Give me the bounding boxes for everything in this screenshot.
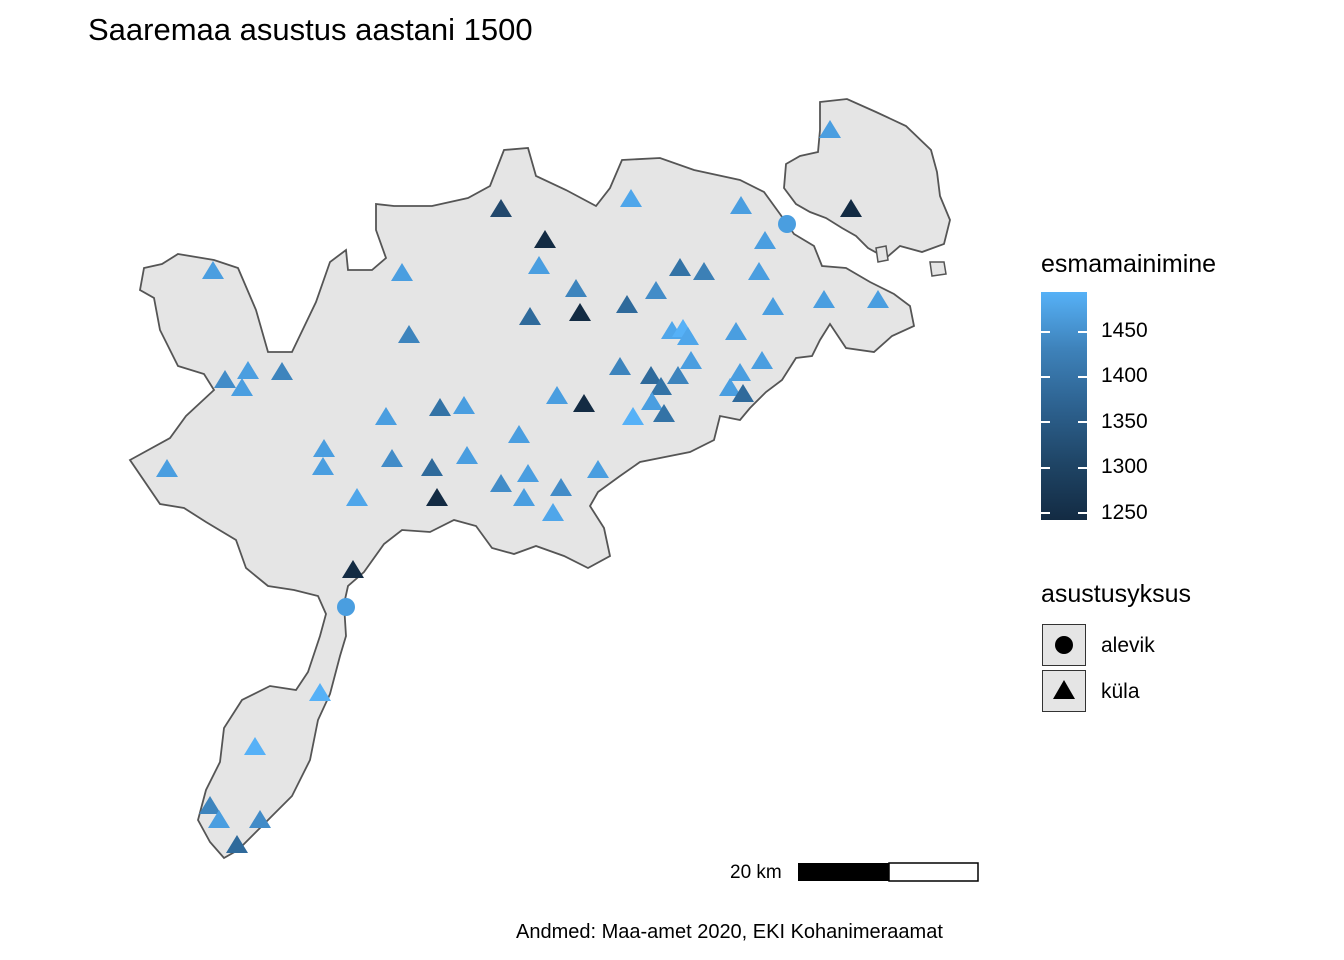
settlement-kula-marker [680, 351, 702, 369]
settlement-kula-marker [751, 351, 773, 369]
settlement-kula-marker [226, 835, 248, 853]
settlement-kula-marker [156, 459, 178, 477]
settlement-kula-marker [573, 394, 595, 412]
settlement-kula-marker [840, 199, 862, 217]
muhu-island [783, 98, 951, 260]
scale-bar-filled [798, 863, 889, 881]
settlement-kula-marker [214, 370, 236, 388]
settlement-kula-marker [719, 378, 741, 396]
settlement-kula-marker [565, 279, 587, 297]
settlement-kula-marker [429, 398, 451, 416]
legend-label-kula: küla [1101, 680, 1140, 703]
settlement-kula-marker [534, 230, 556, 248]
settlement-kula-marker [653, 404, 675, 422]
settlement-kula-marker [620, 189, 642, 207]
settlement-kula-marker [609, 357, 631, 375]
color-legend-title: esmamainimine [1041, 250, 1217, 278]
settlement-kula-marker [517, 464, 539, 482]
settlement-kula-marker [199, 796, 221, 814]
circle-icon [1055, 636, 1073, 654]
islet [929, 261, 947, 277]
settlement-kula-marker [249, 810, 271, 828]
colorbar-tick-label: 1300 [1101, 455, 1148, 478]
settlement-kula-marker [346, 488, 368, 506]
legend-key-alevik [1042, 624, 1086, 666]
settlement-kula-marker [244, 737, 266, 755]
settlement-kula-marker [819, 120, 841, 138]
settlement-kula-marker [587, 460, 609, 478]
settlement-kula-marker [508, 425, 530, 443]
settlement-kula-marker [271, 362, 293, 380]
settlement-kula-marker [641, 392, 663, 410]
shape-legend-title: asustusyksus [1041, 580, 1192, 608]
settlement-kula-marker [381, 449, 403, 467]
settlement-kula-marker [421, 458, 443, 476]
settlement-kula-marker [730, 196, 752, 214]
settlement-kula-marker [732, 384, 754, 402]
settlement-points [156, 120, 889, 853]
settlement-kula-marker [569, 303, 591, 321]
settlement-kula-marker [519, 307, 541, 325]
settlement-kula-marker [237, 361, 259, 379]
settlement-kula-marker [754, 231, 776, 249]
settlement-alevik-marker [778, 215, 796, 233]
triangle-icon [1053, 680, 1075, 699]
colorbar-tick-label: 1250 [1101, 501, 1148, 524]
scale-bar-label: 20 km [730, 862, 782, 883]
colorbar-tick-label: 1350 [1101, 410, 1148, 433]
settlement-kula-marker [667, 366, 689, 384]
legend-label-alevik: alevik [1101, 634, 1155, 657]
settlement-kula-marker [622, 407, 644, 425]
settlement-kula-marker [867, 290, 889, 308]
settlement-kula-marker [645, 281, 667, 299]
settlement-kula-marker [313, 439, 335, 457]
data-source-caption: Andmed: Maa-amet 2020, EKI Kohanimeraama… [516, 921, 943, 943]
settlement-kula-marker [550, 478, 572, 496]
settlement-kula-marker [528, 256, 550, 274]
settlement-kula-marker [677, 327, 699, 345]
colorbar-tick-label: 1450 [1101, 319, 1148, 342]
settlement-kula-marker [309, 683, 331, 701]
settlement-kula-marker [490, 199, 512, 217]
islet [875, 245, 889, 263]
settlement-kula-marker [546, 386, 568, 404]
settlement-kula-marker [513, 488, 535, 506]
settlement-kula-marker [725, 322, 747, 340]
scale-bar [798, 862, 979, 882]
settlement-kula-marker [813, 290, 835, 308]
settlement-kula-marker [729, 363, 751, 381]
settlement-kula-marker [650, 377, 672, 395]
settlement-kula-marker [375, 407, 397, 425]
settlement-kula-marker [426, 488, 448, 506]
settlement-kula-marker [391, 263, 413, 281]
settlement-kula-marker [640, 366, 662, 384]
settlement-kula-marker [312, 457, 334, 475]
settlement-alevik-marker [337, 598, 355, 616]
settlement-kula-marker [748, 262, 770, 280]
settlement-kula-marker [456, 446, 478, 464]
settlement-kula-marker [693, 262, 715, 280]
colorbar [1041, 292, 1087, 520]
settlement-kula-marker [542, 503, 564, 521]
settlement-kula-marker [231, 378, 253, 396]
map-title: Saaremaa asustus aastani 1500 [88, 12, 533, 47]
settlement-kula-marker [616, 295, 638, 313]
settlement-kula-marker [342, 560, 364, 578]
settlement-kula-marker [208, 810, 230, 828]
scale-bar-empty [888, 862, 979, 882]
settlement-kula-marker [453, 396, 475, 414]
settlement-kula-marker [669, 258, 691, 276]
settlement-kula-marker [202, 261, 224, 279]
legend-key-kula [1042, 670, 1086, 712]
colorbar-tick-label: 1400 [1101, 364, 1148, 387]
colorbar-tick-overlay [1041, 331, 1087, 514]
settlement-kula-marker [398, 325, 420, 343]
settlement-kula-marker [762, 297, 784, 315]
settlement-kula-marker [490, 474, 512, 492]
